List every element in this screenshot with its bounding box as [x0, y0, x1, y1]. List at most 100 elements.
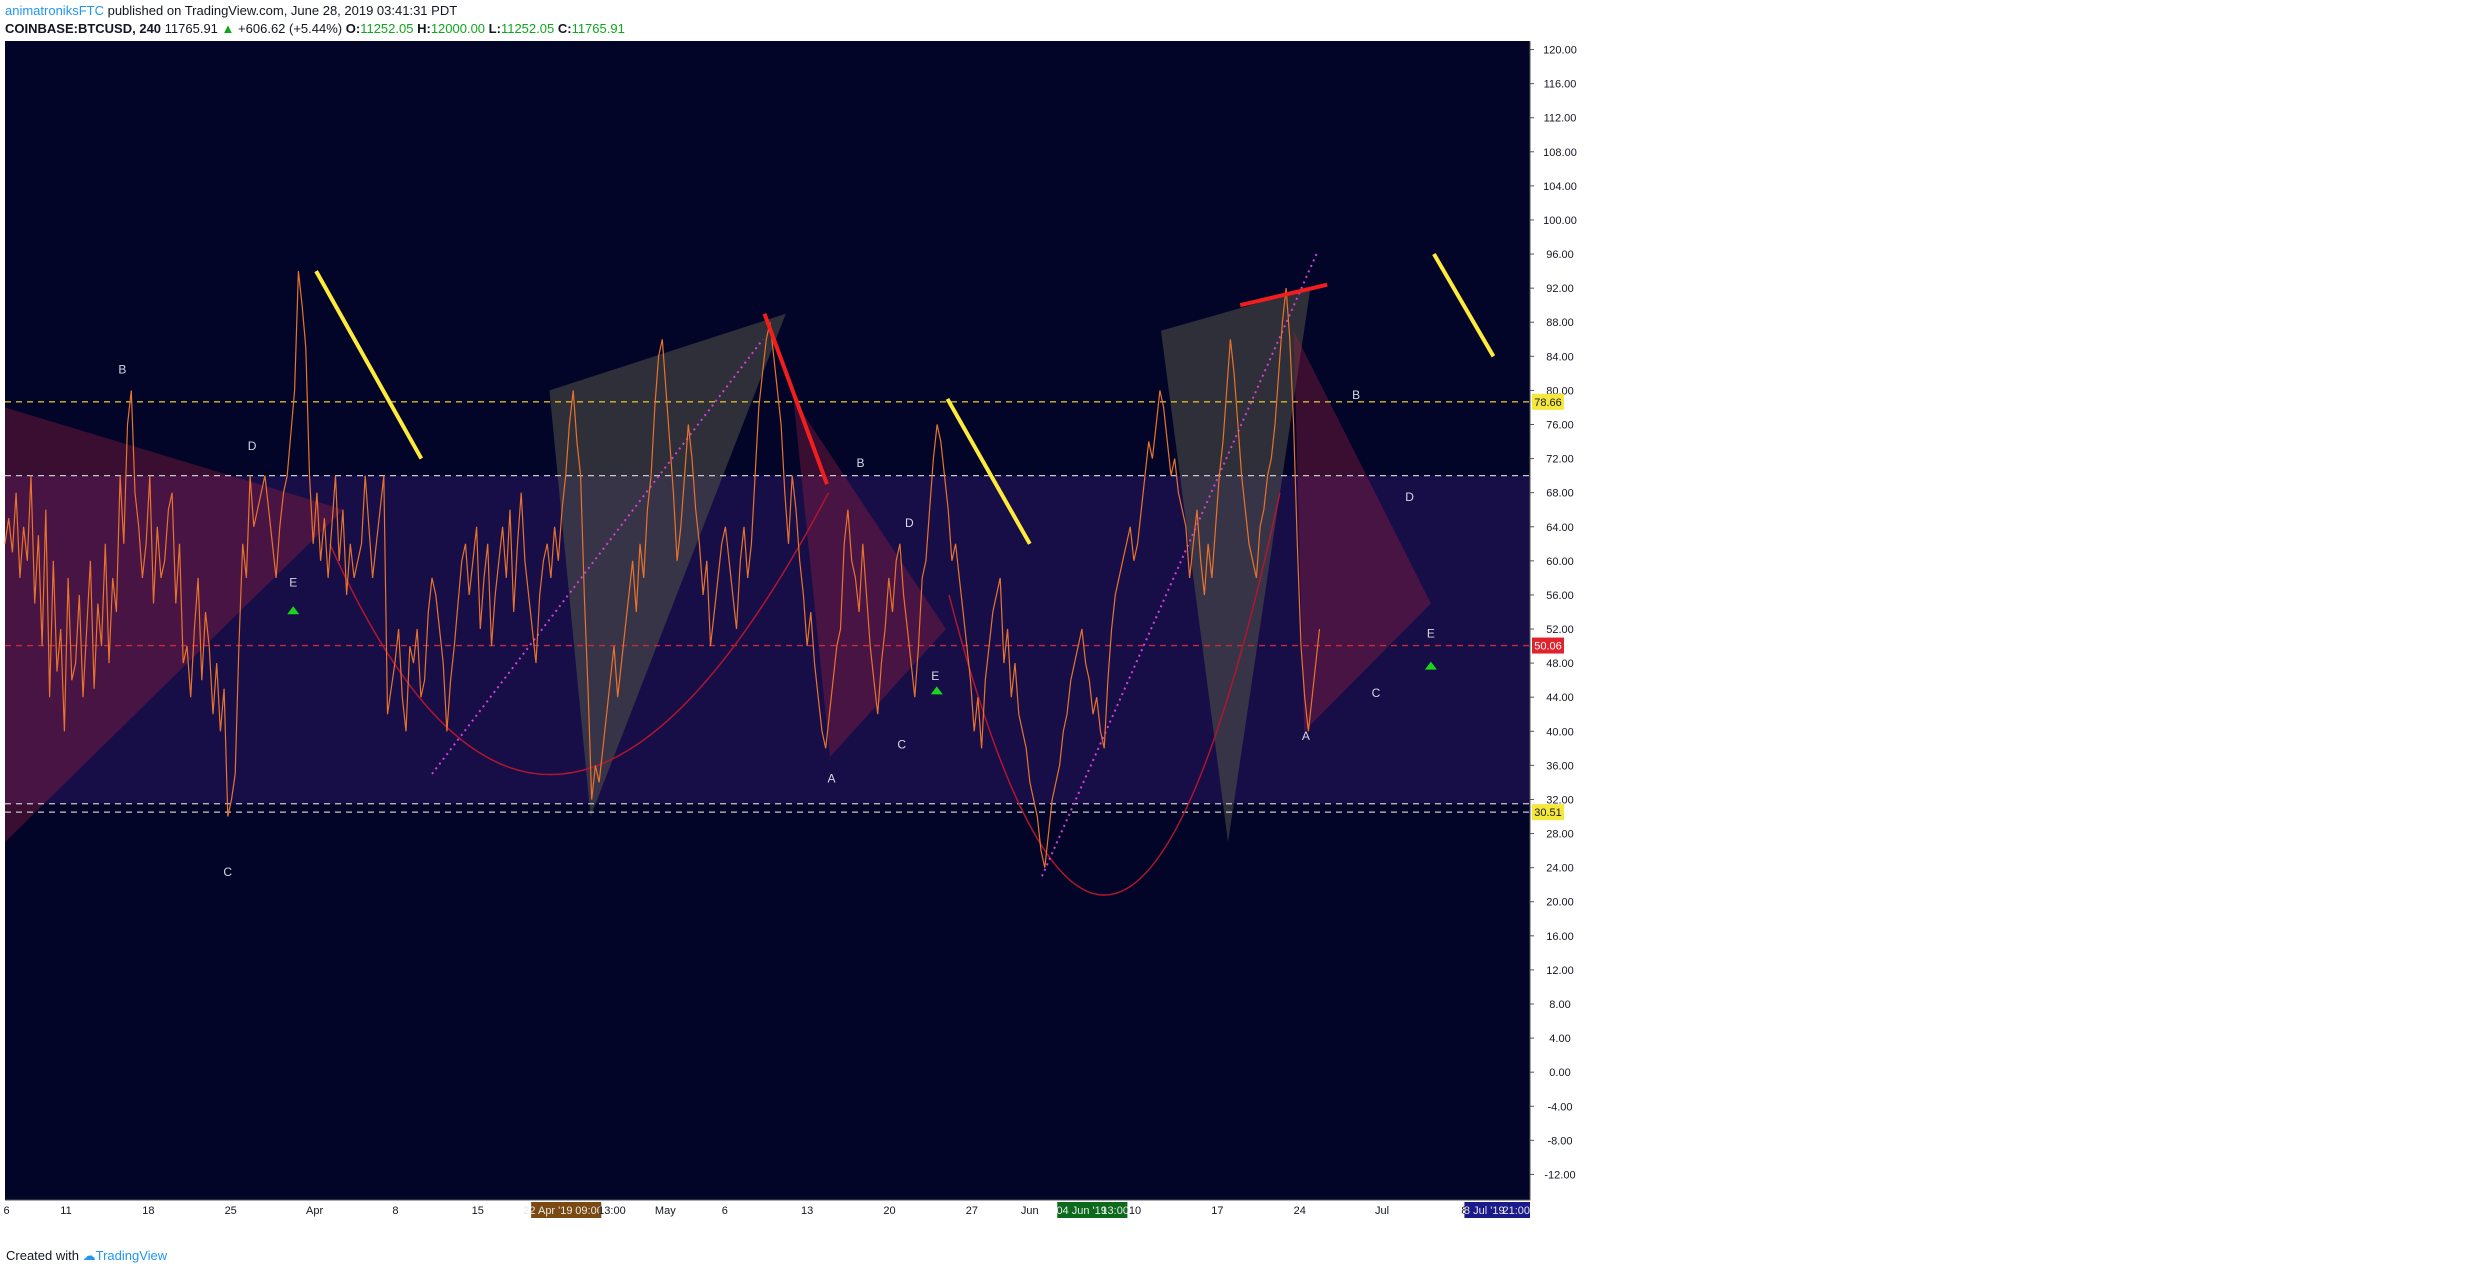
- trend-dotted-line: [431, 338, 764, 775]
- price-axis: [1530, 41, 2467, 1237]
- price-tick-label: 68.00: [1546, 488, 1574, 500]
- triangle-shape: [549, 313, 786, 817]
- high-value: 12000.00: [430, 21, 486, 36]
- price-tick-label: 40.00: [1546, 726, 1574, 738]
- time-tick-label: 8: [392, 1205, 398, 1217]
- time-tick-label: 6: [3, 1205, 9, 1217]
- price-tick-label: 32.00: [1546, 794, 1574, 806]
- yellow-trendline: [1432, 253, 1496, 358]
- green-marker-icon: [287, 606, 300, 615]
- time-tick-label: 18: [142, 1205, 154, 1217]
- tradingview-logo-icon[interactable]: ☁: [82, 1248, 96, 1263]
- chart-canvas[interactable]: BDECBADCEBDECA120.00116.00112.00108.0010…: [0, 41, 2467, 1237]
- time-tick-label: 25: [225, 1205, 237, 1217]
- time-tick-label: 13: [801, 1205, 813, 1217]
- cup-arc: [329, 492, 830, 776]
- publish-line: animatroniksFTC published on TradingView…: [5, 3, 457, 18]
- price-tick-label: 60.00: [1546, 556, 1574, 568]
- price-tick-label: 112.00: [1544, 113, 1577, 125]
- price-tick-label: 48.00: [1546, 658, 1574, 670]
- symbol-label[interactable]: COINBASE:BTCUSD, 240: [5, 21, 162, 36]
- price-tick-label: -4.00: [1547, 1101, 1572, 1113]
- time-axis: [0, 1200, 1530, 1237]
- wave-label: C: [223, 865, 232, 879]
- time-tick-label: 8: [1461, 1205, 1467, 1217]
- price-level-box: [1532, 637, 1564, 654]
- price-level-box: [1532, 804, 1564, 821]
- time-highlight-box: [1464, 1202, 1530, 1218]
- price-tick-label: 104.00: [1543, 181, 1577, 193]
- time-tick-label: Jun: [1021, 1205, 1039, 1217]
- open-value: 11252.05: [360, 21, 414, 36]
- ohlc-line: COINBASE:BTCUSD, 240 11765.91 ▲ +606.62 …: [5, 21, 625, 36]
- wave-label: C: [1372, 686, 1381, 700]
- time-tick-label: 15: [472, 1205, 484, 1217]
- price-tick-label: 4.00: [1549, 1033, 1570, 1045]
- time-tick-label: 24: [1294, 1205, 1306, 1217]
- time-tick-label: 21:00: [1503, 1205, 1531, 1217]
- price-tick-label: 28.00: [1546, 829, 1574, 841]
- green-marker-icon: [930, 686, 943, 695]
- red-trendline: [1239, 282, 1328, 308]
- wave-label: B: [118, 362, 126, 376]
- price-level-label: 30.51: [1534, 807, 1562, 819]
- time-tick-label: 10: [1129, 1205, 1141, 1217]
- price-tick-label: 64.00: [1546, 522, 1574, 534]
- wave-label: A: [1302, 729, 1310, 743]
- cup-arc: [948, 492, 1281, 896]
- triangle-shape: [1160, 288, 1311, 843]
- time-tick-label: Jul: [1375, 1205, 1389, 1217]
- time-tick-label: Apr: [306, 1205, 323, 1217]
- triangle-shape: [793, 398, 946, 757]
- time-tick-label: 04 Jun '19: [1056, 1205, 1106, 1217]
- time-tick-label: 13:00: [1101, 1205, 1129, 1217]
- time-tick-label: 27: [966, 1205, 978, 1217]
- range-band: [5, 475, 1530, 804]
- price-tick-label: 8.00: [1549, 999, 1570, 1011]
- yellow-trendline: [945, 397, 1032, 545]
- price-tick-label: 108.00: [1543, 147, 1577, 159]
- price-tick-label: 56.00: [1546, 590, 1574, 602]
- published-text: published on TradingView.com, June 28, 2…: [107, 3, 458, 18]
- time-tick-label: 20: [883, 1205, 895, 1217]
- price-tick-label: 24.00: [1546, 863, 1574, 875]
- wave-label: D: [248, 439, 257, 453]
- wave-label: B: [1352, 388, 1360, 402]
- time-tick-label: 6: [722, 1205, 728, 1217]
- price-tick-label: -12.00: [1544, 1169, 1575, 1181]
- wave-label: E: [289, 575, 297, 589]
- time-tick-label: 13:00: [598, 1205, 626, 1217]
- time-highlight-box: [1057, 1202, 1128, 1218]
- price-tick-label: 92.00: [1546, 283, 1574, 295]
- price-tick-label: 0.00: [1549, 1067, 1570, 1079]
- time-tick-label: 17: [1211, 1205, 1223, 1217]
- wave-label: D: [1405, 490, 1414, 504]
- wave-label: C: [897, 737, 906, 751]
- price-tick-label: 84.00: [1546, 351, 1574, 363]
- time-tick-label: 18 Jul '19: [1458, 1205, 1505, 1217]
- chart-header: animatroniksFTC published on TradingView…: [0, 0, 2467, 41]
- low-value: 11252.05: [500, 21, 555, 36]
- up-arrow-icon: ▲: [221, 21, 235, 36]
- tradingview-brand[interactable]: TradingView: [95, 1248, 168, 1263]
- time-tick-label: 09:00: [575, 1205, 603, 1217]
- price-tick-label: 120.00: [1543, 45, 1577, 57]
- triangle-shape: [5, 407, 344, 843]
- price-tick-label: 76.00: [1546, 419, 1574, 431]
- wave-label: E: [931, 669, 939, 683]
- close-value: 11765.91: [571, 21, 625, 36]
- wave-label: D: [905, 516, 914, 530]
- price-tick-label: 72.00: [1546, 454, 1574, 466]
- wave-label: E: [1427, 627, 1435, 641]
- high-label: H:: [417, 21, 431, 36]
- close-label: C:: [557, 21, 572, 36]
- red-trendline: [762, 313, 829, 485]
- price-tick-label: 12.00: [1546, 965, 1574, 977]
- created-with-text: Created with: [6, 1248, 79, 1263]
- created-with: Created with ☁TradingView: [6, 1248, 167, 1264]
- yellow-trendline: [314, 270, 424, 460]
- price-tick-label: 100.00: [1543, 215, 1577, 227]
- open-label: O:: [345, 21, 361, 36]
- author-link[interactable]: animatroniksFTC: [5, 3, 104, 18]
- price-change: +606.62 (+5.44%): [238, 21, 343, 36]
